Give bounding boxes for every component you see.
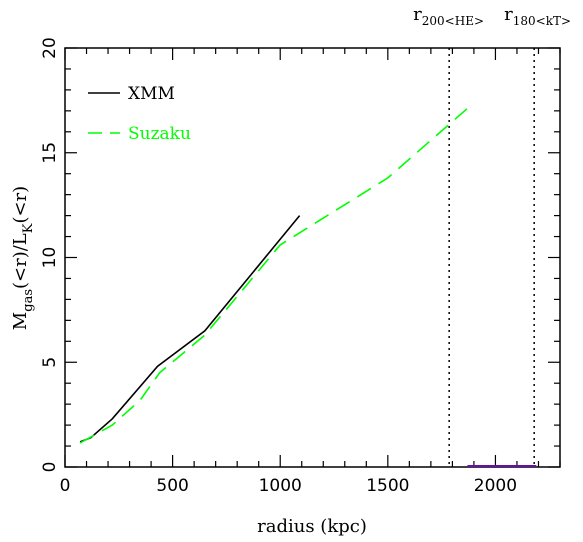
y-tick-label: 20 [40, 37, 60, 59]
vline-label: r200<HE> [413, 4, 484, 28]
x-tick-label: 0 [60, 476, 71, 496]
legend: XMM Suzaku [88, 84, 191, 144]
y-axis-title: Mgas(<r)/LK(<r) [10, 186, 36, 330]
vline-label-sub: 200<HE> [422, 14, 484, 28]
y-axis-title-mid: (<r)/L [10, 233, 31, 289]
x-tick-label: 500 [156, 476, 188, 496]
x-tick-label: 1000 [259, 476, 302, 496]
y-axis-title-sub1: gas [21, 289, 36, 312]
vline-label-main: r [504, 4, 513, 25]
legend-label: Suzaku [128, 124, 191, 144]
axis-ticks [64, 47, 561, 468]
y-tick-label: 10 [40, 247, 60, 269]
legend-label: XMM [128, 84, 175, 104]
series-line-xmm [79, 215, 301, 443]
x-axis-title: radius (kpc) [257, 516, 367, 537]
x-tick-labels: 0 500 1000 1500 2000 [60, 476, 517, 496]
x-tick-label: 2000 [474, 476, 517, 496]
y-axis-title-sub2: K [21, 223, 36, 233]
y-tick-label: 15 [40, 142, 60, 164]
series-layer [79, 103, 473, 444]
y-tick-labels: 0 5 10 15 20 [40, 37, 60, 472]
y-axis-title-base: M [10, 312, 31, 330]
y-axis-title-tail: (<r) [10, 186, 31, 224]
x-tick-label: 1500 [366, 476, 409, 496]
y-tick-label: 5 [40, 357, 60, 368]
reference-lines [448, 48, 537, 467]
vline-label-main: r [413, 4, 422, 25]
top-labels: r200<HE> r180<kT> [413, 4, 571, 28]
y-tick-label: 0 [40, 462, 60, 473]
vline-label-sub: 180<kT> [513, 14, 571, 28]
series-line-suzaku [79, 103, 473, 444]
plot-frame [64, 47, 561, 468]
vline-label: r180<kT> [504, 4, 571, 28]
